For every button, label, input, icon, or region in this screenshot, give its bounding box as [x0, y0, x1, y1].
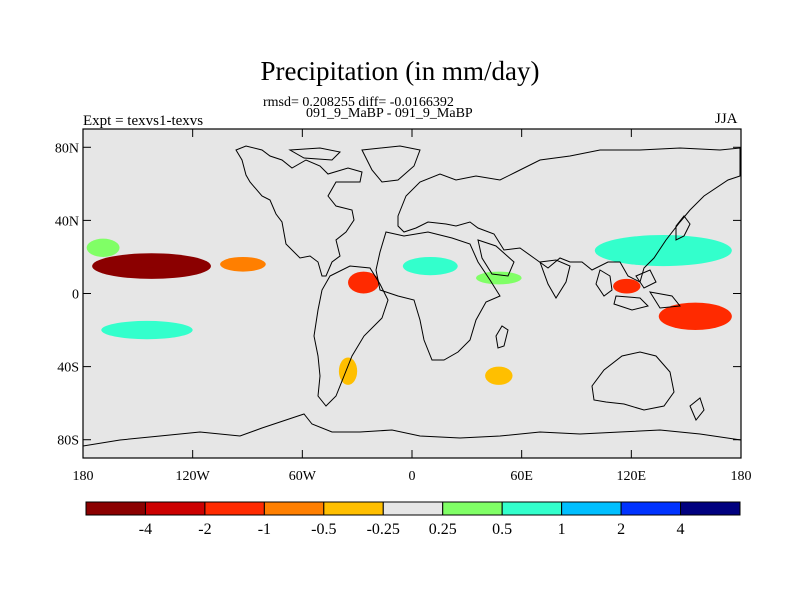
anomaly-region-5 [348, 271, 380, 294]
anomaly-region-7 [475, 271, 522, 285]
colorbar-label: 0.25 [429, 521, 457, 538]
coastlines [83, 145, 741, 447]
y-tick-label: 40N [55, 214, 79, 229]
y-tick-label: 40S [57, 361, 79, 376]
colorbar-swatch [561, 501, 622, 516]
colorbar-swatch [144, 501, 206, 516]
season-label: JJA [715, 111, 738, 127]
anomaly-region-9 [594, 235, 732, 267]
x-tick-label: 120E [617, 469, 647, 484]
anomaly-region-8 [658, 302, 732, 331]
colorbar-label: 2 [617, 521, 625, 538]
x-tick-label: 0 [409, 469, 416, 484]
colorbar-label: 1 [558, 521, 566, 538]
x-tick-label: 180 [731, 469, 752, 484]
colorbar-label: -4 [139, 521, 152, 538]
colorbar-swatch [442, 501, 503, 516]
stats-label: rmsd= 0.208255 diff= -0.0166392 [263, 95, 454, 110]
colorbar-label: -0.25 [367, 521, 400, 538]
colorbar-swatch [323, 501, 384, 516]
expt-label: Expt = texvs1-texvs [83, 113, 204, 129]
colorbar-swatch [382, 501, 444, 516]
colorbar-swatch [85, 501, 146, 516]
colorbar-label: 4 [677, 521, 685, 538]
y-tick-label: 80S [57, 434, 79, 449]
x-tick-label: 60E [510, 469, 533, 484]
anomaly-region-10 [613, 278, 641, 294]
colorbar-swatch [263, 501, 325, 516]
colorbar-swatch [501, 501, 563, 516]
colorbar-swatch [680, 501, 741, 516]
anomaly-region-4 [101, 320, 193, 340]
colorbar-label: -2 [198, 521, 211, 538]
y-tick-label: 0 [72, 288, 79, 303]
chart-title: Precipitation (in mm/day) [260, 56, 540, 86]
colorbar: -4 -2 -1 -0.5 -0.25 0.25 0.5 1 2 4 [85, 501, 741, 538]
colorbar-label: -0.5 [311, 521, 336, 538]
anomaly-region-3 [86, 238, 120, 257]
map-background [83, 129, 741, 458]
case-label: 091_9_MaBP - 091_9_MaBP [306, 106, 473, 121]
x-tick-label: 60W [289, 469, 317, 484]
colorbar-label: 0.5 [492, 521, 512, 538]
x-tick-label: 180 [73, 469, 94, 484]
colorbar-label: -1 [258, 521, 271, 538]
anomaly-region-6 [402, 256, 458, 276]
anomaly-region-2 [220, 256, 266, 272]
anomaly-region-1 [137, 258, 166, 268]
colorbar-swatch [204, 501, 265, 516]
anomaly-region-12 [485, 366, 513, 385]
colorbar-swatch [620, 501, 682, 516]
x-tick-label: 120W [176, 469, 211, 484]
y-tick-label: 80N [55, 141, 79, 156]
